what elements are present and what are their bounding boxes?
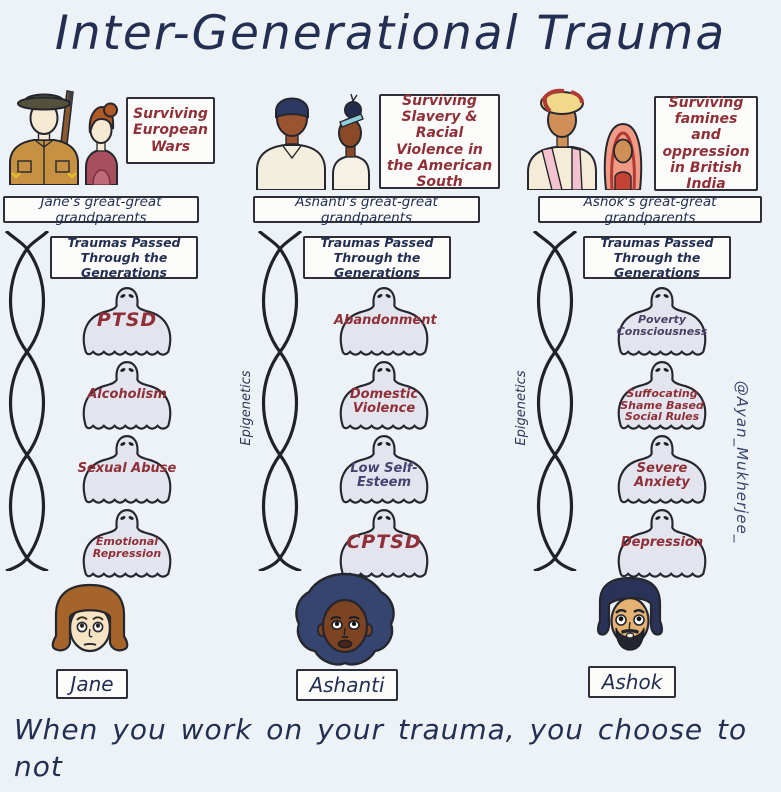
sash-icon [541,147,563,190]
black-woman-figure [332,93,370,190]
artist-watermark: @Ayan_Mukherjee_ [733,380,751,544]
ashanti-portrait [295,572,395,666]
footer-line-2: pass it on to the next generation. [14,786,774,792]
european-woman-figure [85,102,118,185]
epigenetics-label-right: Epigenetics [513,370,529,446]
ghost-severe-anxiety: Severe Anxiety [607,432,717,508]
ghost-cptsd: CPTSD [329,506,439,582]
dna-helix-middle [252,231,308,571]
ghost-label: Severe Anxiety [634,461,690,490]
ghost-label: PTSD [96,309,158,331]
ghost-label: Emotional Repression [92,535,162,560]
ghost-ptsd: PTSD [72,284,182,360]
headband-icon [339,113,364,128]
ghost-poverty-consciousness: Poverty Consciousness [607,284,717,360]
traumas-box-ashok: Traumas Passed Through the Generations [583,235,731,280]
name-ashanti: Ashanti [296,669,398,701]
footer-message: When you work on your trauma, you choose… [14,712,774,792]
ghost-label: Poverty Consciousness [616,313,708,338]
black-man-figure [256,97,326,190]
ashok-ancestors-figures [527,88,643,190]
caption-slavery: Surviving Slavery & Racial Violence in t… [379,93,500,190]
ghost-low-self-esteem: Low Self-Esteem [329,432,439,508]
soldier-figure [9,90,79,185]
ghost-label: CPTSD [346,531,422,553]
jane-portrait [51,583,129,653]
traumas-box-ashanti: Traumas Passed Through the Generations [303,235,451,280]
ghost-suffocating-shame: Suffocating Shame Based Social Rules [607,358,717,434]
caption-european-wars: Surviving European Wars [126,97,215,164]
indian-man-figure [527,88,597,190]
label-ashanti-grandparents: Ashanti's great-great grandparents [253,194,480,226]
epigenetics-label-middle: Epigenetics [238,370,254,446]
indian-woman-figure [603,122,643,190]
name-ashok: Ashok [588,666,676,698]
dna-helix-right [527,231,583,571]
dna-helix-left [0,231,55,571]
ghost-label: Low Self-Esteem [350,461,418,490]
ghost-label: Alcoholism [87,387,167,402]
jane-ancestors-figures [9,90,118,185]
traumas-box-jane: Traumas Passed Through the Generations [50,235,198,280]
ghost-alcoholism: Alcoholism [72,358,182,434]
ghost-label: Sexual Abuse [77,461,177,476]
ghost-label: Abandonment [334,313,437,328]
ashanti-ancestors-figures [256,93,370,190]
beanie-icon [274,97,310,119]
footer-line-1: When you work on your trauma, you choose… [14,713,748,783]
ghost-abandonment: Abandonment [329,284,439,360]
ghost-domestic-violence: Domestic Violence [329,358,439,434]
ghost-label: Depression [620,535,704,550]
ghost-depression: Depression [607,506,717,582]
label-ashok-grandparents: Ashok's great-great grandparents [538,194,762,226]
label-jane-grandparents: Jane's great-great grandparents [3,194,199,226]
beard-icon [615,627,645,651]
page-title: Inter-Generational Trauma [54,6,727,61]
ghost-emotional-repression: Emotional Repression [72,506,182,582]
ashok-portrait [597,576,663,651]
caption-british-india: Surviving famines and oppression in Brit… [654,95,758,192]
bob-hair-icon [51,583,129,652]
ghost-label: Domestic Violence [349,387,419,416]
ghost-sexual-abuse: Sexual Abuse [72,432,182,508]
ghost-label: Suffocating Shame Based Social Rules [620,387,704,424]
hair-icon [597,576,663,636]
name-jane: Jane [56,669,128,699]
